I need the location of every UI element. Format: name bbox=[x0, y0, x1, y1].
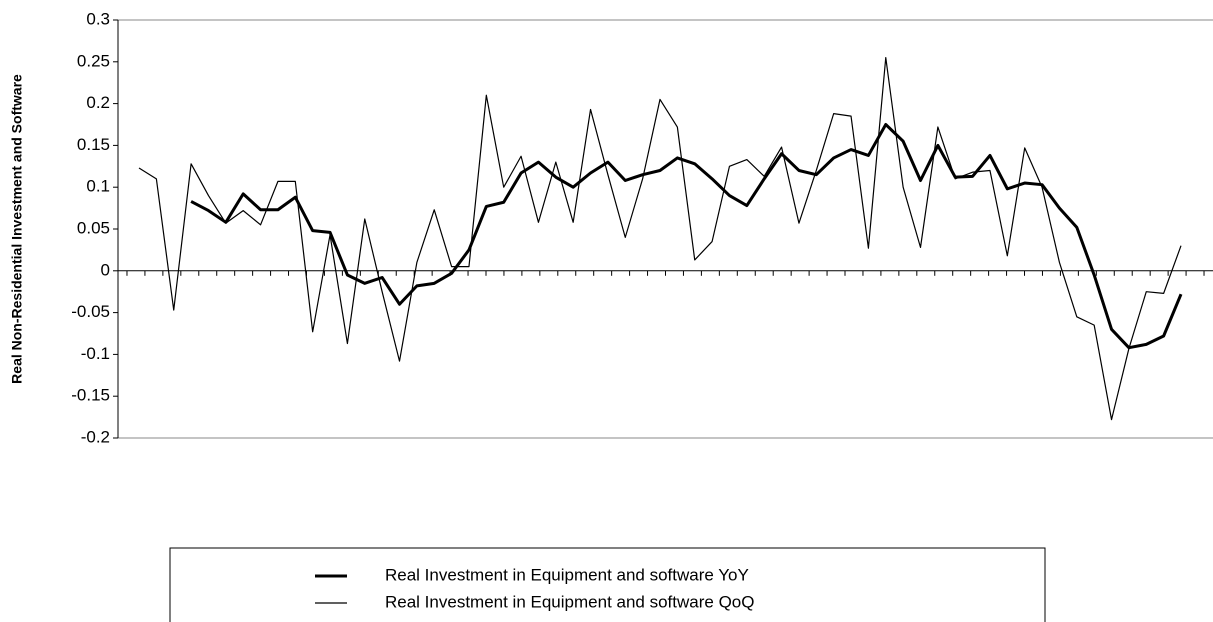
legend-box bbox=[169, 547, 1046, 622]
y-tick-label: 0.15 bbox=[77, 135, 110, 154]
y-axis-label: Real Non-Residential Investment and Soft… bbox=[9, 74, 25, 384]
y-tick-label: 0.3 bbox=[86, 9, 110, 28]
y-tick-label: 0.25 bbox=[77, 51, 110, 70]
line-series bbox=[138, 57, 1182, 421]
legend-label: Real Investment in Equipment and softwar… bbox=[385, 592, 754, 611]
line-series bbox=[190, 123, 1183, 350]
y-tick-label: -0.2 bbox=[81, 427, 110, 446]
y-tick-label: -0.15 bbox=[71, 386, 110, 405]
y-tick-label: 0.1 bbox=[86, 177, 110, 196]
y-tick-label: -0.1 bbox=[81, 344, 110, 363]
y-tick-label: 0.2 bbox=[86, 93, 110, 112]
y-tick-label: -0.05 bbox=[71, 302, 110, 321]
y-tick-label: 0.05 bbox=[77, 218, 110, 237]
legend-label: Real Investment in Equipment and softwar… bbox=[385, 565, 749, 584]
y-tick-label: 0 bbox=[101, 260, 110, 279]
